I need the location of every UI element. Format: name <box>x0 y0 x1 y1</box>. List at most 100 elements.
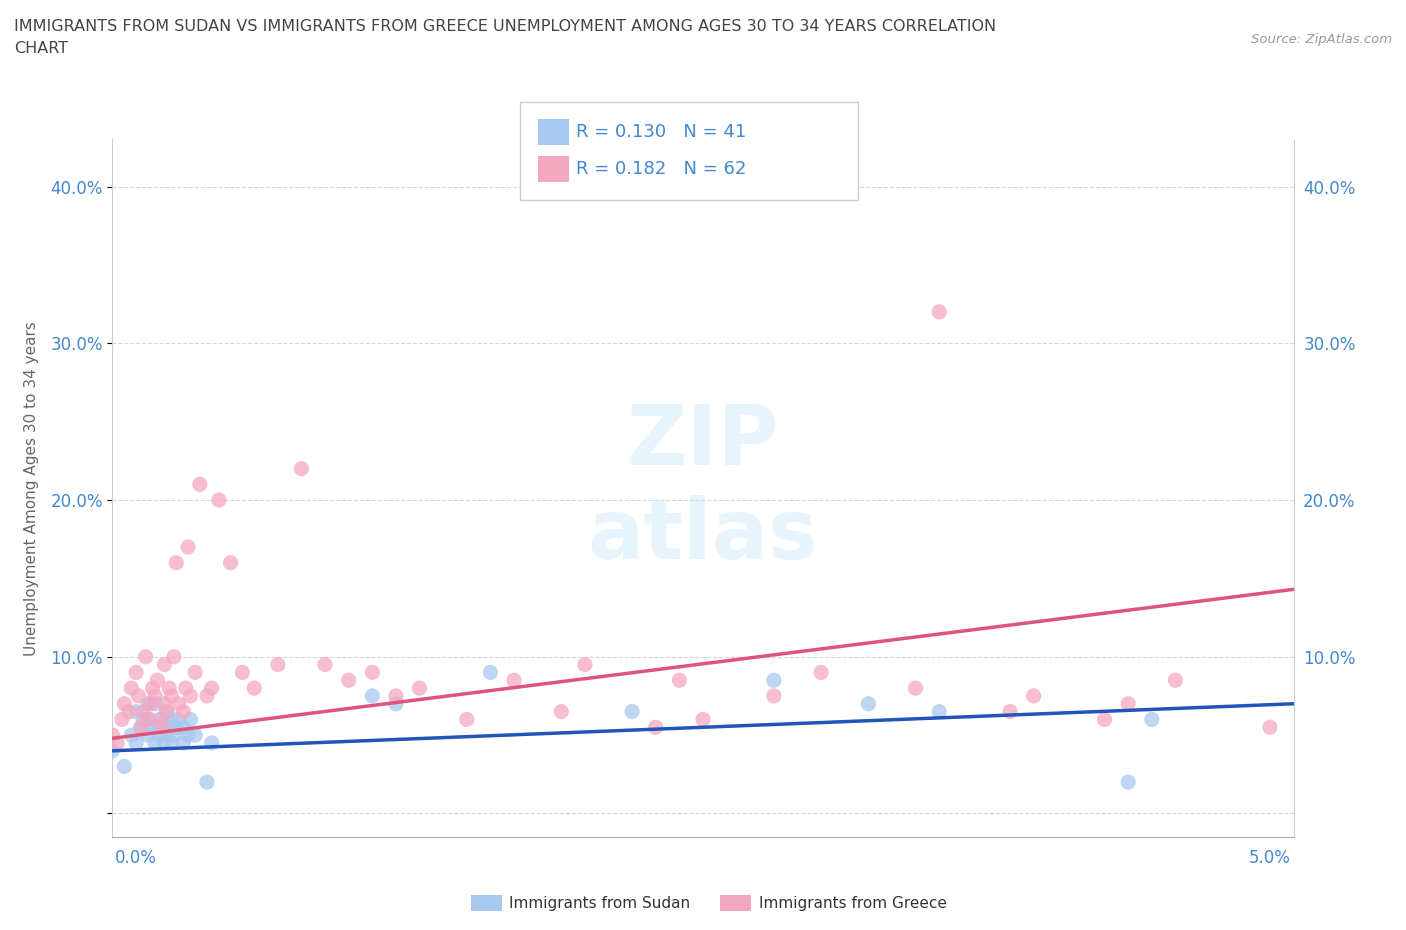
Point <box>858 697 880 711</box>
Point <box>1164 672 1187 687</box>
Point <box>157 720 180 735</box>
Text: Immigrants from Sudan: Immigrants from Sudan <box>509 896 690 910</box>
Point <box>928 304 950 319</box>
Point <box>1116 775 1139 790</box>
Point <box>998 704 1021 719</box>
Point <box>904 681 927 696</box>
Point <box>361 665 384 680</box>
Point <box>163 649 186 664</box>
Point <box>219 555 242 570</box>
Point <box>172 720 194 735</box>
Point <box>337 672 360 687</box>
Point <box>129 720 152 735</box>
Point <box>1258 720 1281 735</box>
Point <box>1022 688 1045 703</box>
Point <box>762 688 785 703</box>
Point <box>156 704 179 719</box>
Point <box>408 681 430 696</box>
Point <box>153 697 176 711</box>
Point <box>143 736 166 751</box>
Point <box>574 658 596 672</box>
Point <box>290 461 312 476</box>
Point <box>101 743 124 758</box>
Point <box>177 727 200 742</box>
Point <box>167 712 190 727</box>
Point <box>174 681 197 696</box>
Point <box>160 712 183 727</box>
Point <box>167 697 190 711</box>
Point <box>172 704 194 719</box>
Point <box>160 736 183 751</box>
Text: 5.0%: 5.0% <box>1249 849 1291 867</box>
Point <box>139 697 162 711</box>
Point <box>165 555 187 570</box>
Point <box>385 688 408 703</box>
Point <box>1116 697 1139 711</box>
Text: Source: ZipAtlas.com: Source: ZipAtlas.com <box>1251 33 1392 46</box>
Point <box>112 697 135 711</box>
Point <box>172 736 194 751</box>
Point <box>149 727 172 742</box>
Point <box>125 704 148 719</box>
Point <box>136 727 159 742</box>
Y-axis label: Unemployment Among Ages 30 to 34 years: Unemployment Among Ages 30 to 34 years <box>24 321 39 656</box>
Point <box>1140 712 1163 727</box>
Point <box>135 649 157 664</box>
Point <box>125 736 148 751</box>
Point <box>201 681 224 696</box>
Point <box>208 493 231 508</box>
Point <box>105 736 128 751</box>
Point <box>142 681 165 696</box>
Point <box>143 688 166 703</box>
Text: IMMIGRANTS FROM SUDAN VS IMMIGRANTS FROM GREECE UNEMPLOYMENT AMONG AGES 30 TO 34: IMMIGRANTS FROM SUDAN VS IMMIGRANTS FROM… <box>14 19 997 33</box>
Point <box>120 681 142 696</box>
Text: R = 0.130   N = 41: R = 0.130 N = 41 <box>576 123 747 141</box>
Point <box>156 727 179 742</box>
Point <box>112 759 135 774</box>
Point <box>188 477 211 492</box>
Point <box>644 720 666 735</box>
Point <box>136 697 159 711</box>
Point <box>177 539 200 554</box>
Point <box>928 704 950 719</box>
Point <box>179 712 201 727</box>
Point <box>132 712 155 727</box>
Point <box>120 727 142 742</box>
Point <box>621 704 644 719</box>
Point <box>479 665 502 680</box>
Point <box>267 658 290 672</box>
Point <box>385 697 408 711</box>
Point <box>136 712 159 727</box>
Point <box>157 681 180 696</box>
Point <box>195 775 218 790</box>
Point <box>143 697 166 711</box>
Point <box>165 720 187 735</box>
Point <box>179 688 201 703</box>
Text: ZIP
atlas: ZIP atlas <box>588 401 818 576</box>
Point <box>692 712 714 727</box>
Point <box>153 736 176 751</box>
Point <box>361 688 384 703</box>
Point <box>125 665 148 680</box>
Point <box>118 704 141 719</box>
Point <box>139 712 162 727</box>
Point <box>231 665 253 680</box>
Point <box>668 672 690 687</box>
Point <box>111 712 134 727</box>
Point <box>550 704 572 719</box>
Point <box>127 688 149 703</box>
Text: Immigrants from Greece: Immigrants from Greece <box>759 896 948 910</box>
Point <box>184 665 207 680</box>
Text: R = 0.182   N = 62: R = 0.182 N = 62 <box>576 160 747 179</box>
Point <box>503 672 526 687</box>
Point <box>149 720 172 735</box>
Point <box>156 704 179 719</box>
Point <box>132 704 155 719</box>
Point <box>195 688 218 703</box>
Point <box>184 727 207 742</box>
Point <box>101 727 124 742</box>
Text: 0.0%: 0.0% <box>115 849 157 867</box>
Point <box>1094 712 1116 727</box>
Point <box>160 688 183 703</box>
Point <box>163 727 186 742</box>
